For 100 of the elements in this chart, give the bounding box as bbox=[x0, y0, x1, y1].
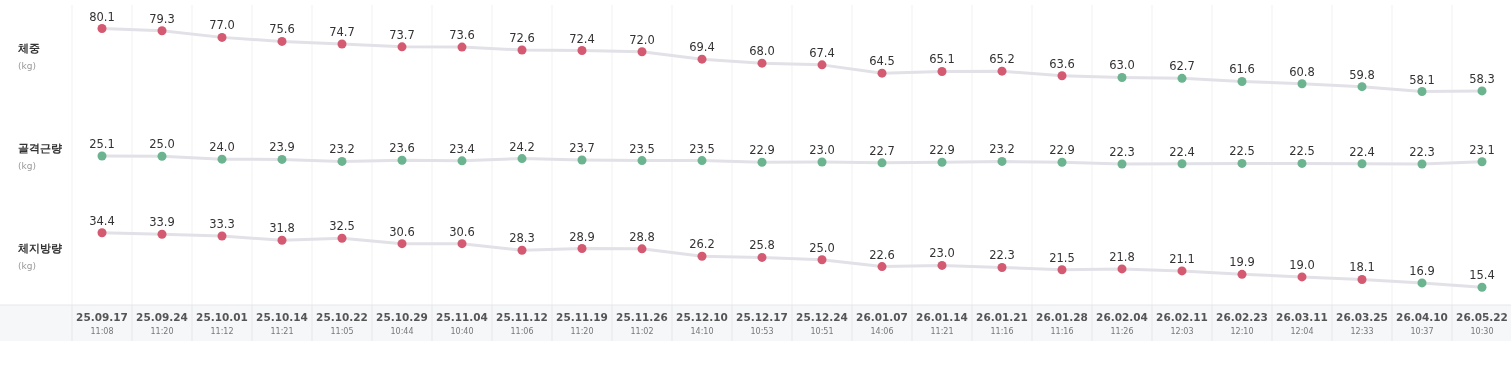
point bbox=[217, 231, 227, 241]
x-tick-label: 26.01.28 11:16 bbox=[1036, 311, 1088, 336]
data-label: 22.9 bbox=[929, 143, 955, 158]
point bbox=[697, 251, 707, 261]
data-label: 21.5 bbox=[1049, 250, 1075, 265]
data-label: 60.8 bbox=[1289, 64, 1315, 79]
data-label: 23.1 bbox=[1469, 142, 1495, 157]
point bbox=[937, 66, 947, 76]
data-label: 22.9 bbox=[749, 143, 775, 158]
point bbox=[1057, 157, 1067, 167]
x-tick-label: 26.03.25 12:33 bbox=[1336, 311, 1388, 336]
data-label: 22.3 bbox=[1109, 145, 1135, 160]
x-tick-label: 25.10.14 11:21 bbox=[256, 311, 308, 336]
data-label: 33.9 bbox=[149, 215, 175, 230]
data-label: 65.1 bbox=[929, 52, 955, 67]
point bbox=[1297, 158, 1307, 168]
point bbox=[997, 66, 1007, 76]
point bbox=[1477, 86, 1487, 96]
data-label: 23.2 bbox=[329, 142, 355, 157]
point bbox=[397, 239, 407, 249]
data-label: 67.4 bbox=[809, 45, 835, 60]
point bbox=[577, 244, 587, 254]
point bbox=[637, 47, 647, 57]
point bbox=[457, 156, 467, 166]
data-label: 73.7 bbox=[389, 27, 415, 42]
point bbox=[277, 36, 287, 46]
data-label: 58.1 bbox=[1409, 72, 1435, 87]
x-tick-label: 25.12.24 10:51 bbox=[796, 311, 848, 336]
point bbox=[1237, 76, 1247, 86]
data-label: 23.0 bbox=[809, 143, 835, 157]
point bbox=[1357, 274, 1367, 284]
point bbox=[1177, 73, 1187, 83]
point bbox=[517, 245, 527, 255]
point bbox=[1237, 158, 1247, 168]
data-label: 22.7 bbox=[869, 143, 895, 158]
data-label: 74.7 bbox=[329, 24, 355, 39]
data-label: 16.9 bbox=[1409, 263, 1435, 278]
point bbox=[877, 262, 887, 272]
point bbox=[937, 260, 947, 270]
point bbox=[937, 157, 947, 167]
data-label: 62.7 bbox=[1169, 59, 1195, 74]
data-label: 26.2 bbox=[689, 237, 715, 252]
point bbox=[1417, 87, 1427, 96]
data-label: 25.0 bbox=[809, 240, 835, 255]
point bbox=[157, 229, 167, 239]
point bbox=[1177, 159, 1187, 169]
point bbox=[1057, 265, 1067, 275]
data-label: 25.0 bbox=[149, 137, 175, 152]
data-label: 23.0 bbox=[929, 246, 955, 261]
data-label: 22.9 bbox=[1049, 143, 1075, 158]
data-label: 23.9 bbox=[269, 140, 295, 155]
point bbox=[157, 26, 167, 36]
data-label: 28.9 bbox=[569, 229, 595, 244]
text: 체중 bbox=[17, 42, 40, 55]
point bbox=[637, 244, 647, 254]
point bbox=[397, 42, 407, 52]
data-label: 23.7 bbox=[569, 141, 595, 155]
x-tick-label: 25.11.26 11:02 bbox=[616, 311, 668, 336]
point bbox=[877, 68, 887, 78]
data-label: 63.6 bbox=[1049, 56, 1075, 71]
data-label: 79.3 bbox=[149, 11, 175, 26]
data-label: 64.5 bbox=[869, 54, 895, 69]
data-label: 68.0 bbox=[749, 44, 775, 59]
data-label: 58.3 bbox=[1469, 71, 1495, 86]
point bbox=[337, 39, 347, 49]
point bbox=[817, 60, 827, 70]
x-tick-label: 26.04.10 10:37 bbox=[1396, 311, 1448, 336]
point bbox=[697, 54, 707, 64]
data-label: 22.5 bbox=[1289, 144, 1315, 159]
data-label: 23.5 bbox=[689, 141, 715, 156]
point bbox=[217, 154, 227, 164]
data-label: 61.6 bbox=[1229, 62, 1255, 77]
point bbox=[577, 155, 587, 165]
text: (kg) bbox=[18, 61, 36, 71]
data-label: 59.8 bbox=[1349, 67, 1375, 82]
data-label: 28.3 bbox=[509, 231, 535, 246]
data-label: 21.8 bbox=[1109, 249, 1135, 264]
x-tick-label: 25.10.01 11:12 bbox=[196, 311, 248, 336]
data-label: 23.5 bbox=[629, 141, 655, 156]
point bbox=[1477, 282, 1487, 292]
data-label: 24.2 bbox=[509, 139, 535, 154]
point bbox=[637, 156, 647, 166]
data-label: 18.1 bbox=[1349, 260, 1375, 275]
x-tick-label: 25.11.19 11:20 bbox=[556, 311, 608, 336]
data-label: 22.5 bbox=[1229, 144, 1255, 159]
x-tick-label: 25.12.17 10:53 bbox=[736, 311, 788, 336]
data-label: 25.8 bbox=[749, 238, 775, 253]
data-label: 19.9 bbox=[1229, 255, 1255, 270]
data-label: 22.4 bbox=[1169, 144, 1195, 159]
data-label: 15.4 bbox=[1469, 268, 1495, 283]
data-label: 72.4 bbox=[569, 31, 595, 46]
data-label: 72.6 bbox=[509, 30, 535, 45]
data-label: 22.4 bbox=[1349, 144, 1375, 159]
point bbox=[817, 157, 827, 167]
point bbox=[337, 156, 347, 166]
point bbox=[997, 156, 1007, 166]
data-label: 75.6 bbox=[269, 22, 295, 37]
x-tick-label: 25.09.24 11:20 bbox=[136, 311, 188, 336]
point bbox=[157, 151, 167, 161]
point bbox=[877, 158, 887, 168]
